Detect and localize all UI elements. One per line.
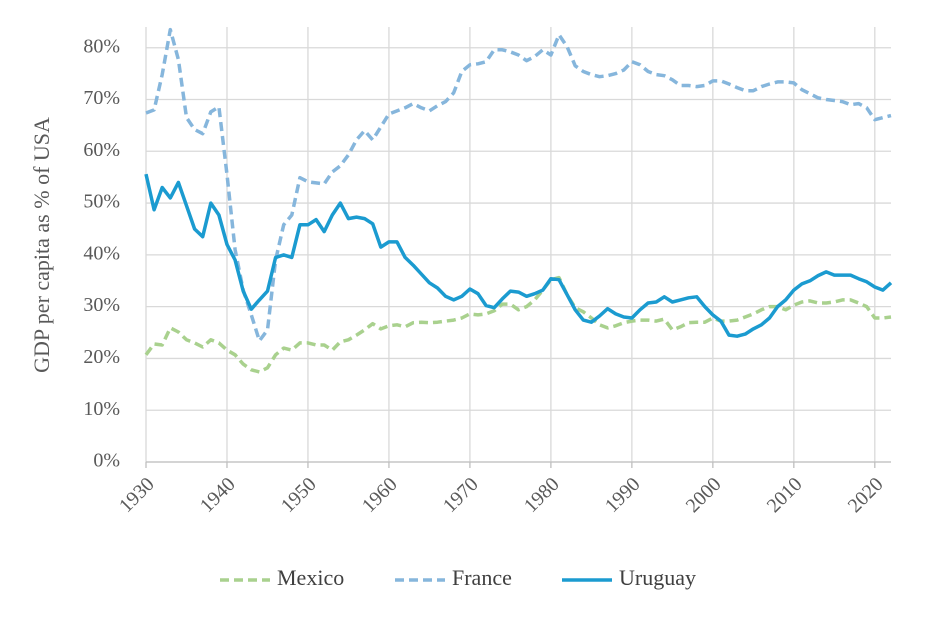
legend-label: Uruguay: [619, 565, 696, 590]
x-tick-label: 1950: [277, 473, 321, 517]
x-tick-label: 2020: [844, 473, 888, 517]
x-tick-label: 1930: [115, 473, 159, 517]
y-tick-label: 50%: [83, 191, 120, 213]
x-tick-label: 1970: [439, 473, 483, 517]
y-tick-label: 70%: [83, 87, 120, 109]
legend-label: France: [452, 565, 512, 590]
x-tick-label: 1990: [601, 473, 645, 517]
y-tick-label: 0%: [93, 450, 120, 472]
y-axis-label: GDP per capita as % of USA: [29, 117, 54, 373]
legend-label: Mexico: [277, 565, 344, 590]
x-tick-label: 1980: [520, 473, 564, 517]
series-line: [145, 27, 892, 343]
x-tick-label: 2010: [763, 473, 807, 517]
series-line: [144, 275, 892, 374]
y-tick-label: 80%: [83, 35, 120, 57]
y-tick-label: 20%: [83, 346, 120, 368]
y-tick-label: 60%: [83, 139, 120, 161]
y-tick-label: 30%: [83, 294, 120, 316]
x-tick-label: 1940: [196, 473, 240, 517]
y-tick-label: 40%: [83, 242, 120, 264]
series-line: [144, 173, 893, 338]
y-tick-label: 10%: [83, 398, 120, 420]
x-tick-label: 1960: [358, 473, 402, 517]
x-tick-label: 2000: [682, 473, 726, 517]
